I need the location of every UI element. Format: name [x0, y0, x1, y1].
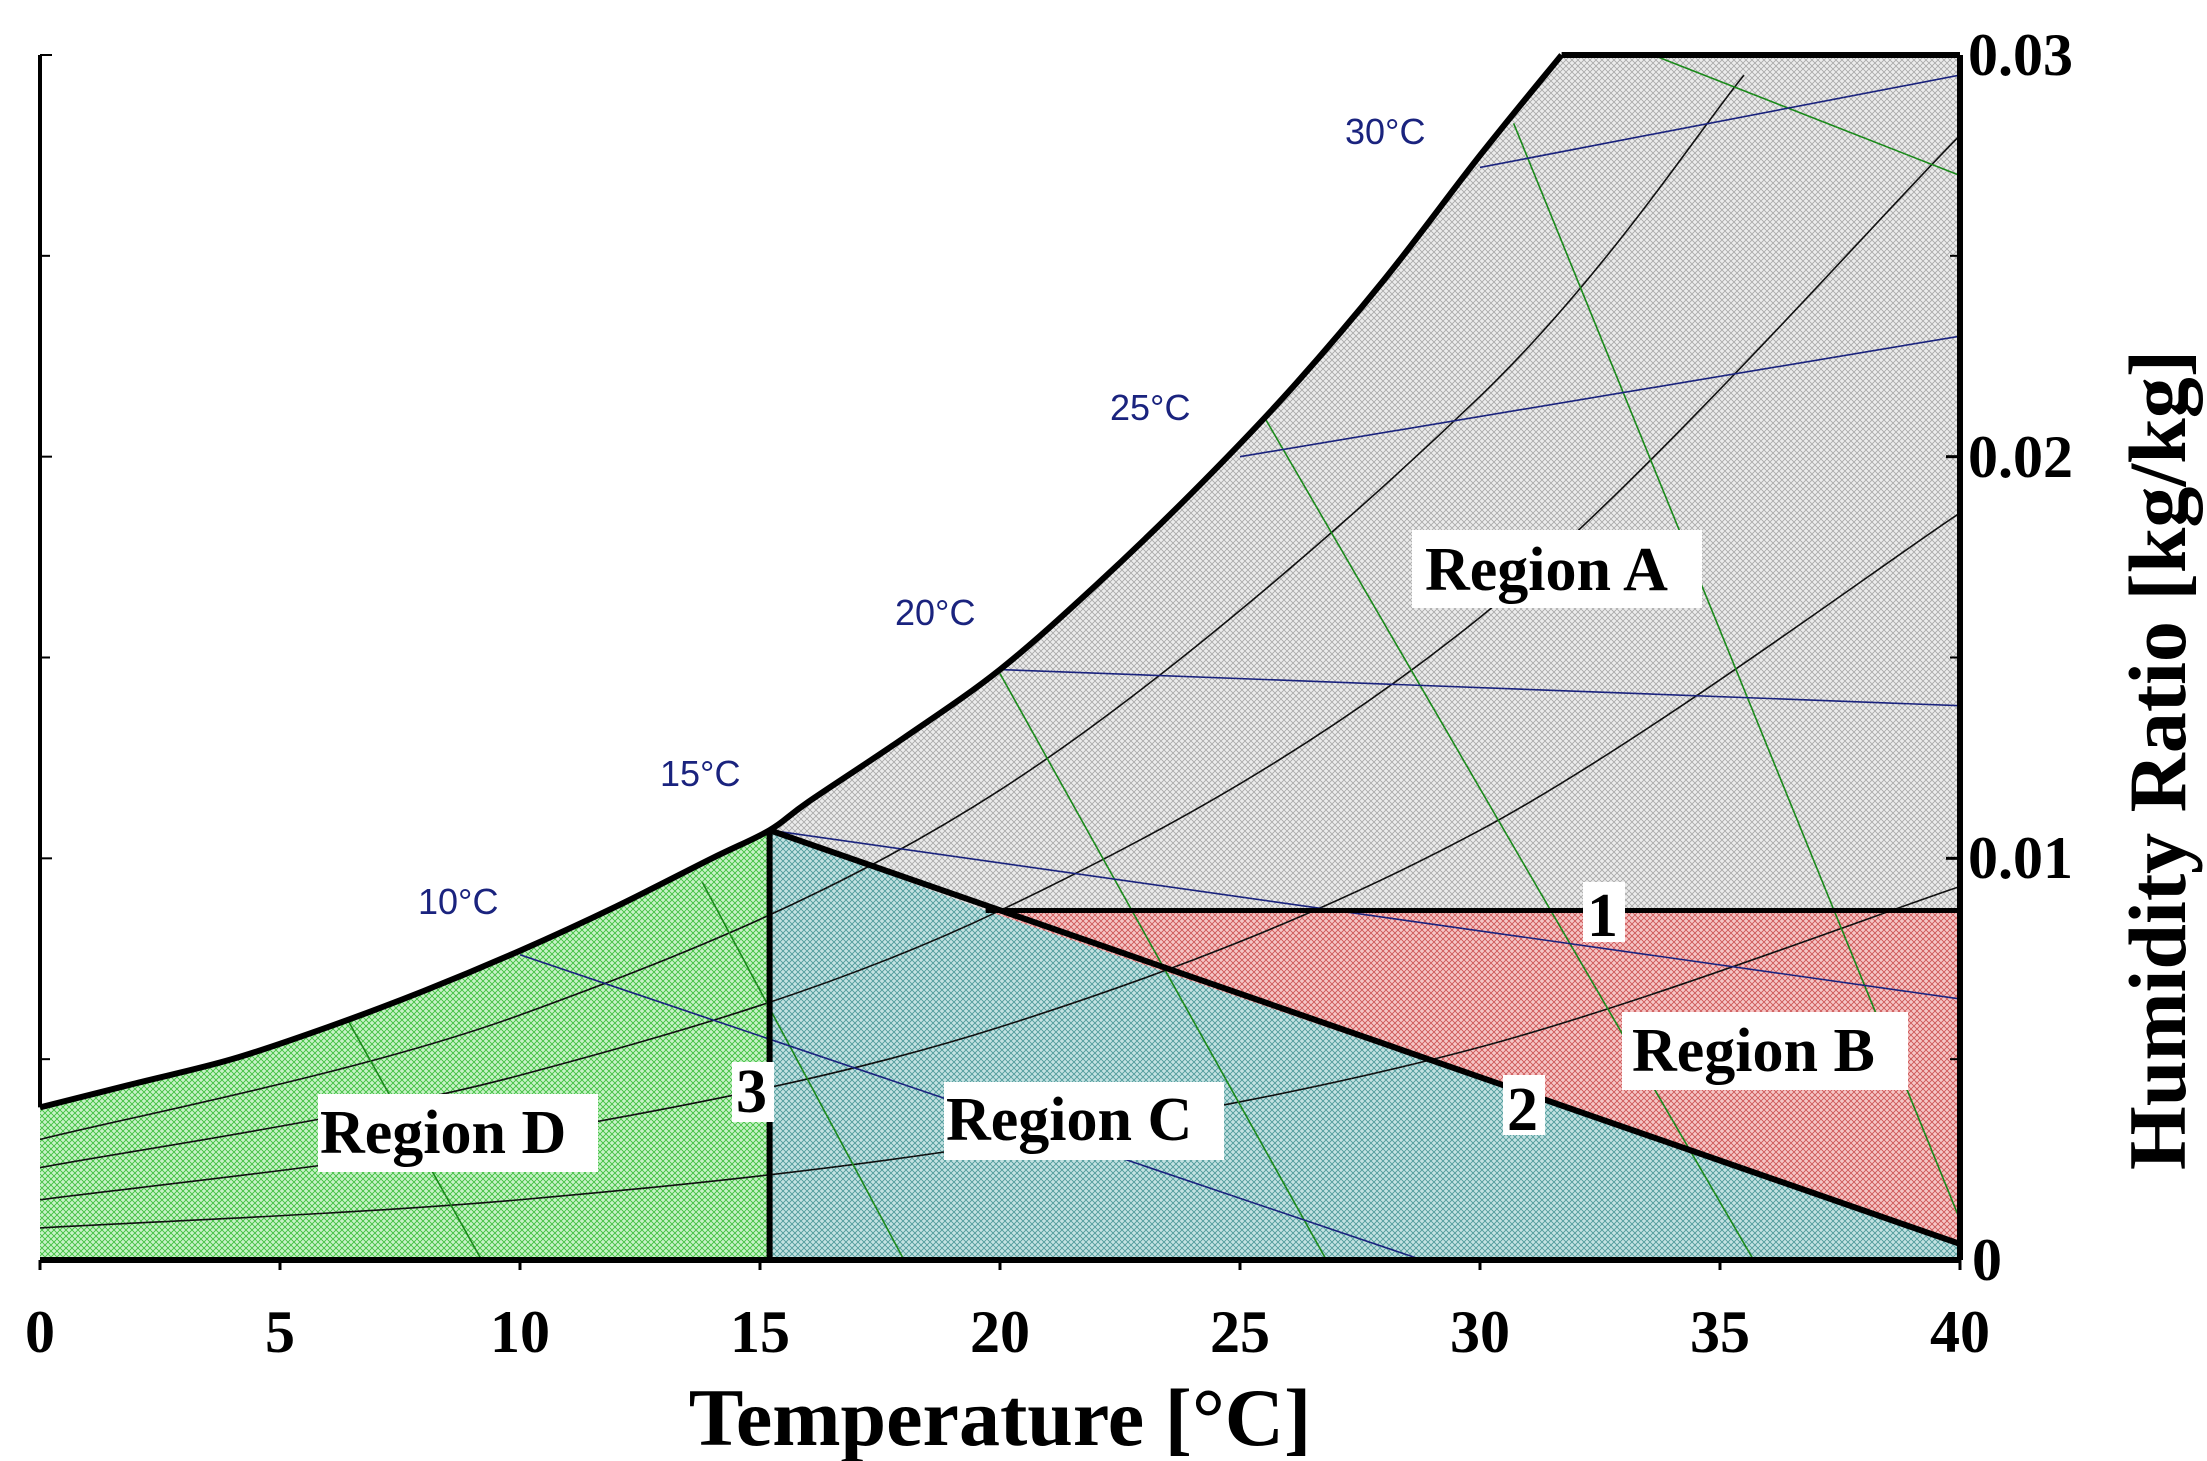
- wet-bulb-labels: 10°C 15°C 20°C 25°C 30°C: [418, 111, 1425, 922]
- point-labels: 1 2 3: [732, 882, 1625, 1144]
- x-tick-label: 35: [1690, 1299, 1750, 1365]
- point-1-label: 1: [1587, 882, 1618, 950]
- wet-bulb-label-15: 15°C: [660, 753, 740, 794]
- x-tick-label: 20: [970, 1299, 1030, 1365]
- wet-bulb-label-10: 10°C: [418, 881, 498, 922]
- x-axis-title: Temperature [°C]: [689, 1372, 1312, 1461]
- enthalpy-line-6: [1652, 55, 1960, 177]
- x-tick-labels: 0 5 10 15 20 25 30 35 40: [25, 1299, 1990, 1365]
- enthalpy-line-4: [1263, 416, 1755, 1260]
- wet-bulb-label-30: 30°C: [1345, 111, 1425, 152]
- region-d-label: Region D: [320, 1099, 566, 1167]
- rh-curve-80: [40, 74, 1745, 1141]
- x-tick-label: 25: [1210, 1299, 1270, 1365]
- wet-bulb-line-3: [999, 668, 1960, 707]
- region-c-label: Region C: [946, 1086, 1192, 1154]
- y-tick-label: 0.01: [1968, 825, 2073, 891]
- y-axis-title: Humidity Ratio [kg/kg]: [2112, 350, 2203, 1170]
- enthalpy-line-2: [701, 882, 905, 1260]
- y-tick-label: 0.03: [1968, 22, 2073, 88]
- wet-bulb-line-4: [1239, 335, 1960, 458]
- saturation-curve: [39, 53, 1564, 1111]
- x-tick-label: 40: [1930, 1299, 1990, 1365]
- region-b-area: [985, 910, 1960, 1244]
- region-labels: Region A Region B Region C Region D: [318, 530, 1908, 1172]
- y-tick-label: 0.02: [1968, 424, 2073, 490]
- ticks-layer: [38, 53, 1962, 1270]
- diagonal-boundary: [768, 827, 1961, 1247]
- x-tick-label: 10: [490, 1299, 550, 1365]
- x-tick-label: 5: [265, 1299, 295, 1365]
- region-b-label: Region B: [1632, 1017, 1875, 1085]
- x-tick-label: 0: [25, 1299, 55, 1365]
- x-tick-label: 30: [1450, 1299, 1510, 1365]
- y-tick-label: 0: [1972, 1227, 2002, 1293]
- y-tick-labels: 0 0.01 0.02 0.03: [1968, 22, 2073, 1293]
- region-a-area: [769, 55, 1960, 911]
- wet-bulb-line-2: [769, 829, 1960, 1000]
- wet-bulb-label-20: 20°C: [895, 592, 975, 633]
- point-2-label: 2: [1507, 1076, 1538, 1144]
- wet-bulb-label-25: 25°C: [1110, 387, 1190, 428]
- point-3-label: 3: [736, 1058, 767, 1126]
- region-d-area: [40, 830, 770, 1260]
- x-tick-label: 15: [730, 1299, 790, 1365]
- region-a-label: Region A: [1425, 536, 1668, 604]
- wet-bulb-line-5: [1479, 74, 1960, 169]
